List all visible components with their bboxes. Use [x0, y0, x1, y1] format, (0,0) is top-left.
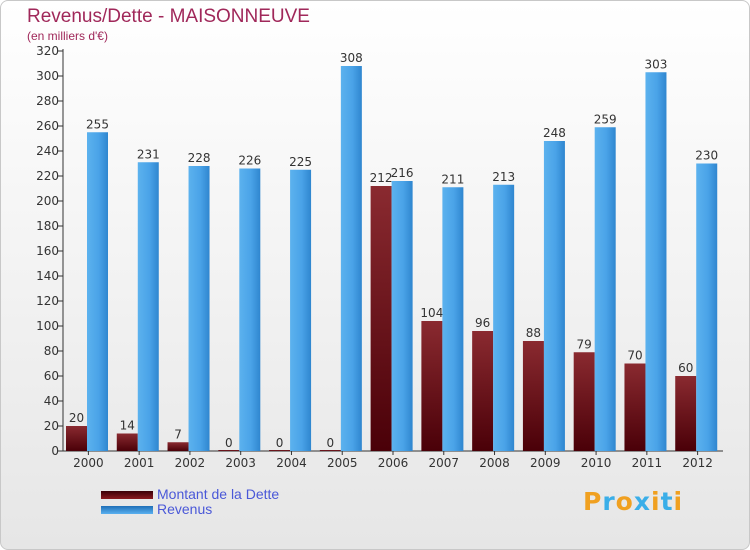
bar-dette-label: 96	[475, 316, 490, 330]
bar-dette-label: 14	[120, 419, 135, 433]
y-tick-label: 60	[44, 369, 59, 383]
logo-letter: i	[651, 487, 661, 516]
x-tick-label: 2005	[327, 456, 358, 470]
x-tick-label: 2006	[378, 456, 409, 470]
bar-revenus-label: 255	[86, 117, 109, 131]
bar-revenus	[391, 181, 413, 451]
bar-dette	[370, 186, 392, 451]
bar-revenus	[594, 127, 616, 451]
y-tick-label: 120	[36, 294, 59, 308]
chart-subtitle: (en milliers d'€)	[27, 29, 108, 43]
bar-dette-label: 60	[678, 361, 693, 375]
bar-revenus	[696, 163, 718, 451]
bar-revenus	[239, 168, 261, 451]
x-tick-label: 2004	[276, 456, 307, 470]
bar-dette-label: 212	[370, 171, 393, 185]
bar-revenus	[645, 72, 667, 451]
y-tick-label: 140	[36, 269, 59, 283]
bar-dette	[218, 450, 240, 451]
bar-revenus-label: 226	[238, 154, 261, 168]
bar-revenus	[188, 166, 210, 451]
y-tick-label: 20	[44, 419, 59, 433]
logo-letter: t	[660, 487, 674, 516]
bar-dette	[421, 321, 443, 451]
y-tick-label: 200	[36, 194, 59, 208]
bar-dette	[573, 352, 595, 451]
proxiti-logo: Proxiti	[583, 487, 683, 516]
bar-revenus-label: 228	[188, 151, 211, 165]
bar-revenus-label: 308	[340, 51, 363, 65]
bar-revenus	[290, 169, 312, 451]
bar-dette-label: 70	[627, 349, 642, 363]
y-tick-label: 80	[44, 344, 59, 358]
bar-revenus-label: 230	[695, 149, 718, 163]
bar-dette-label: 20	[69, 411, 84, 425]
x-tick-label: 2011	[632, 456, 663, 470]
bar-dette	[167, 442, 189, 451]
bar-dette-label: 79	[577, 337, 592, 351]
bar-dette-label: 0	[327, 436, 335, 450]
legend-swatch-dette	[101, 491, 153, 499]
bar-revenus	[137, 162, 159, 451]
bar-dette-label: 88	[526, 326, 541, 340]
y-tick-label: 220	[36, 169, 59, 183]
x-tick-label: 2008	[479, 456, 510, 470]
bar-dette-label: 0	[225, 436, 233, 450]
bar-revenus	[493, 184, 515, 451]
chart-title: Revenus/Dette - MAISONNEUVE	[27, 6, 310, 27]
bar-dette	[66, 426, 87, 451]
y-tick-label: 180	[36, 219, 59, 233]
bar-revenus	[87, 132, 108, 451]
y-tick-label: 260	[36, 119, 59, 133]
y-tick-label: 160	[36, 244, 59, 258]
x-tick-label: 2012	[682, 456, 713, 470]
x-tick-label: 2002	[175, 456, 206, 470]
bar-revenus-label: 225	[289, 155, 312, 169]
legend-swatch-revenus	[101, 506, 153, 514]
bar-revenus	[340, 66, 362, 451]
logo-letter: i	[673, 487, 684, 516]
bar-dette-label: 7	[174, 427, 182, 441]
bar-dette	[319, 450, 341, 451]
legend-label-revenus: Revenus	[157, 501, 213, 517]
bar-revenus	[543, 141, 565, 451]
x-tick-label: 2001	[124, 456, 155, 470]
bar-revenus	[442, 187, 464, 451]
y-tick-label: 280	[36, 94, 59, 108]
y-tick-label: 300	[36, 69, 59, 83]
y-tick-label: 320	[36, 44, 59, 58]
bar-dette-label: 104	[420, 306, 443, 320]
bar-dette	[675, 376, 697, 451]
bar-dette	[472, 331, 494, 451]
bar-revenus-label: 211	[441, 172, 464, 186]
bar-dette	[522, 341, 544, 451]
x-tick-label: 2000	[73, 456, 104, 470]
bar-revenus-label: 216	[391, 166, 414, 180]
logo-letter: r	[602, 487, 616, 516]
y-tick-label: 0	[51, 444, 59, 458]
bar-revenus-label: 303	[645, 57, 668, 71]
bar-dette	[116, 433, 138, 451]
x-tick-label: 2003	[225, 456, 256, 470]
bar-dette	[624, 363, 646, 451]
y-tick-label: 100	[36, 319, 59, 333]
legend-label-dette: Montant de la Dette	[157, 486, 280, 502]
bar-dette	[269, 450, 291, 451]
y-tick-label: 40	[44, 394, 59, 408]
logo-letter: P	[583, 487, 603, 516]
logo-letter: o	[615, 487, 634, 516]
y-tick-label: 240	[36, 144, 59, 158]
x-tick-label: 2010	[581, 456, 612, 470]
logo-letter: x	[633, 487, 651, 516]
bar-revenus-label: 248	[543, 126, 566, 140]
x-tick-label: 2007	[428, 456, 459, 470]
bar-revenus-label: 231	[137, 147, 160, 161]
x-tick-label: 2009	[530, 456, 561, 470]
bar-dette-label: 0	[276, 436, 284, 450]
bar-revenus-label: 213	[492, 170, 515, 184]
bar-revenus-label: 259	[594, 112, 617, 126]
